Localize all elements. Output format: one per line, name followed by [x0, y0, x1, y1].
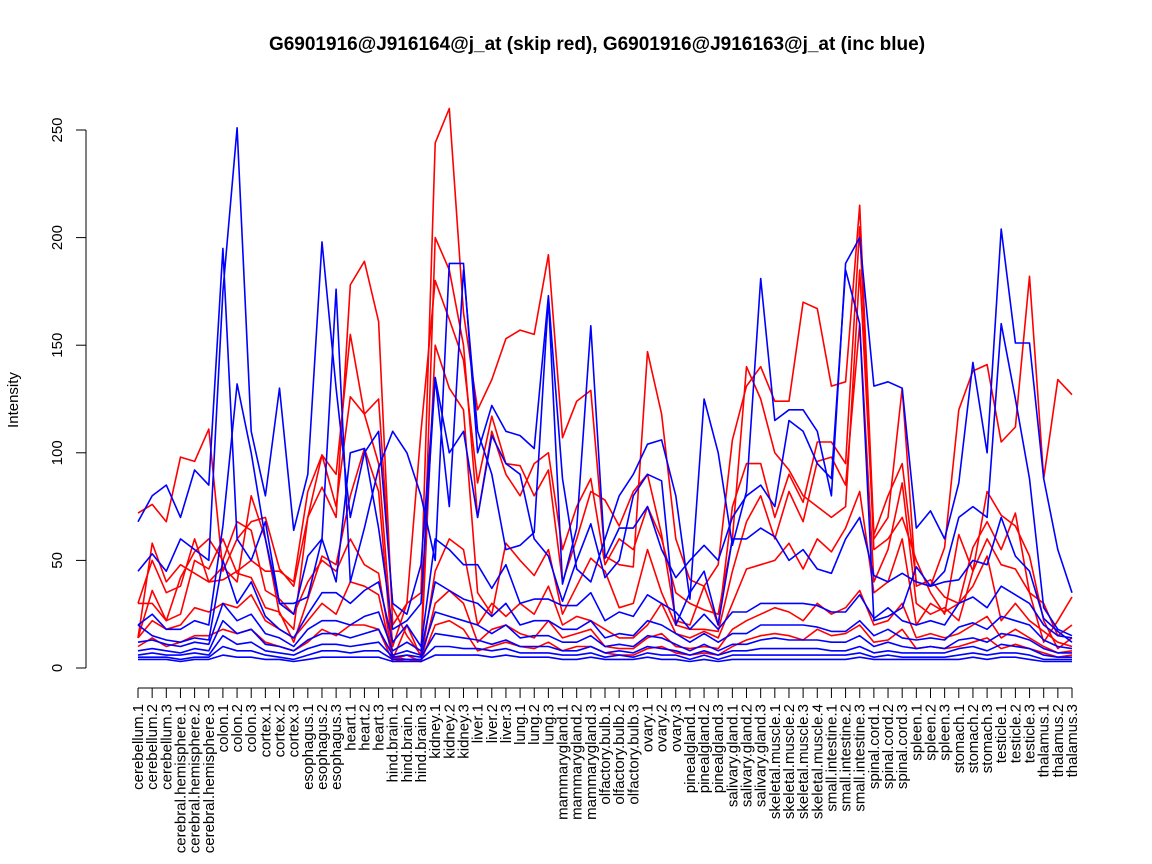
x-tick-label: testicle.1: [993, 704, 1010, 763]
x-tick-label: hind.brain.3: [413, 704, 430, 782]
x-tick-label: salivary.gland.3: [753, 704, 770, 807]
series-line-skip-4: [137, 322, 1073, 661]
x-tick-label: spinal.cord.3: [894, 704, 911, 789]
x-tick-label: testicle.2: [1007, 704, 1024, 763]
x-tick-label: mammarygland.1: [555, 704, 572, 820]
x-tick-label: cerebellum.3: [158, 704, 175, 790]
series-line-inc-4: [137, 538, 1073, 648]
x-tick-label: esophagus.1: [300, 704, 317, 790]
series-line-inc-5: [137, 581, 1073, 652]
x-tick-label: stomach.3: [979, 704, 996, 773]
series-line-inc-7: [137, 632, 1072, 659]
y-tick-label: 200: [49, 225, 66, 250]
x-tick-label: heart.3: [371, 704, 388, 751]
series-line-inc-8: [138, 645, 1072, 661]
y-tick-label: 150: [49, 333, 66, 358]
chart-title: G6901916@J916164@j_at (skip red), G69019…: [269, 34, 925, 55]
x-tick-label: salivary.gland.1: [724, 704, 741, 807]
series-line-skip-2: [137, 226, 1073, 650]
x-tick-label: cortex.2: [272, 704, 289, 757]
x-tick-label: liver.3: [498, 704, 515, 743]
x-tick-label: liver.2: [484, 704, 501, 743]
x-tick-label: ovary.3: [668, 704, 685, 752]
x-tick-label: cortex.3: [286, 704, 303, 757]
x-tick-label: ovary.1: [639, 704, 656, 752]
y-tick-label: 0: [49, 664, 66, 672]
x-tick-label: salivary.gland.2: [739, 704, 756, 807]
y-tick-label: 250: [49, 117, 66, 142]
series-line-inc-6: [137, 611, 1072, 656]
y-axis: 0 50 100 150 200 250: [49, 117, 87, 672]
x-tick-label: pinealgland.1: [682, 704, 699, 793]
series-line-inc-2: [137, 127, 1073, 637]
x-tick-label: esophagus.2: [314, 704, 331, 790]
y-tick-label: 100: [49, 440, 66, 465]
x-tick-label: stomach.1: [951, 704, 968, 773]
x-tick-label: spinal.cord.2: [880, 704, 897, 789]
x-tick-label: mammarygland.3: [583, 704, 600, 820]
x-tick-label: esophagus.3: [328, 704, 345, 790]
series-line-inc-1: [137, 228, 1073, 616]
x-tick-label: skeletal.muscle.4: [809, 704, 826, 819]
series-line-skip-7: [137, 619, 1073, 663]
x-tick-label: spinal.cord.1: [866, 704, 883, 789]
x-tick-label: cerebral.hemisphere.3: [201, 704, 218, 853]
x-tick-label: cerebellum.1: [130, 704, 147, 790]
x-tick-label: lung.3: [540, 704, 557, 745]
x-tick-label: ovary.2: [654, 704, 671, 752]
x-tick-label: thalamus.3: [1064, 704, 1081, 777]
x-tick-label: cortex.1: [257, 704, 274, 757]
x-tick-label: skeletal.muscle.1: [767, 704, 784, 819]
x-tick-label: testicle.3: [1022, 704, 1039, 763]
x-tick-label: pinealgland.3: [710, 704, 727, 793]
y-axis-label: Intensity: [5, 372, 22, 428]
x-axis: cerebellum.1cerebellum.2cerebellum.3cere…: [130, 687, 1081, 853]
x-tick-label: small.intestine.3: [852, 704, 869, 812]
x-tick-label: kidney.3: [455, 704, 472, 759]
x-tick-label: hind.brain.2: [399, 704, 416, 782]
x-tick-label: thalamus.2: [1050, 704, 1067, 777]
series-line-skip-3: [137, 236, 1073, 656]
x-tick-label: lung.1: [512, 704, 529, 745]
x-tick-label: skeletal.muscle.2: [781, 704, 798, 819]
x-tick-label: stomach.2: [965, 704, 982, 773]
x-tick-label: colon.1: [215, 704, 232, 752]
x-tick-label: heart.2: [356, 704, 373, 751]
x-tick-label: heart.1: [342, 704, 359, 751]
x-tick-label: olfactory.bulb.1: [597, 704, 614, 805]
x-tick-label: mammarygland.2: [569, 704, 586, 820]
series-line-inc-9: [138, 654, 1072, 663]
x-tick-label: spleen.3: [937, 704, 954, 761]
x-tick-label: cerebral.hemisphere.1: [172, 704, 189, 853]
x-tick-label: colon.2: [229, 704, 246, 752]
x-tick-label: hind.brain.1: [385, 704, 402, 782]
x-tick-label: olfactory.bulb.2: [611, 704, 628, 805]
x-tick-label: colon.3: [243, 704, 260, 752]
x-tick-label: pinealgland.2: [696, 704, 713, 793]
x-tick-label: cerebral.hemisphere.2: [187, 704, 204, 853]
x-tick-label: kidney.1: [427, 704, 444, 759]
series-layer: [137, 107, 1073, 663]
x-tick-label: olfactory.bulb.3: [625, 704, 642, 805]
x-tick-label: cerebellum.2: [144, 704, 161, 790]
y-tick-label: 50: [49, 552, 66, 569]
x-tick-label: thalamus.1: [1036, 704, 1053, 777]
x-tick-label: skeletal.muscle.3: [795, 704, 812, 819]
x-tick-label: spleen.1: [908, 704, 925, 761]
x-tick-label: kidney.2: [441, 704, 458, 759]
x-tick-label: spleen.2: [922, 704, 939, 761]
x-tick-label: small.intestine.1: [823, 704, 840, 812]
x-tick-label: liver.1: [470, 704, 487, 743]
x-tick-label: lung.2: [526, 704, 543, 745]
series-line-inc-3: [137, 376, 1073, 643]
x-tick-label: small.intestine.2: [838, 704, 855, 812]
